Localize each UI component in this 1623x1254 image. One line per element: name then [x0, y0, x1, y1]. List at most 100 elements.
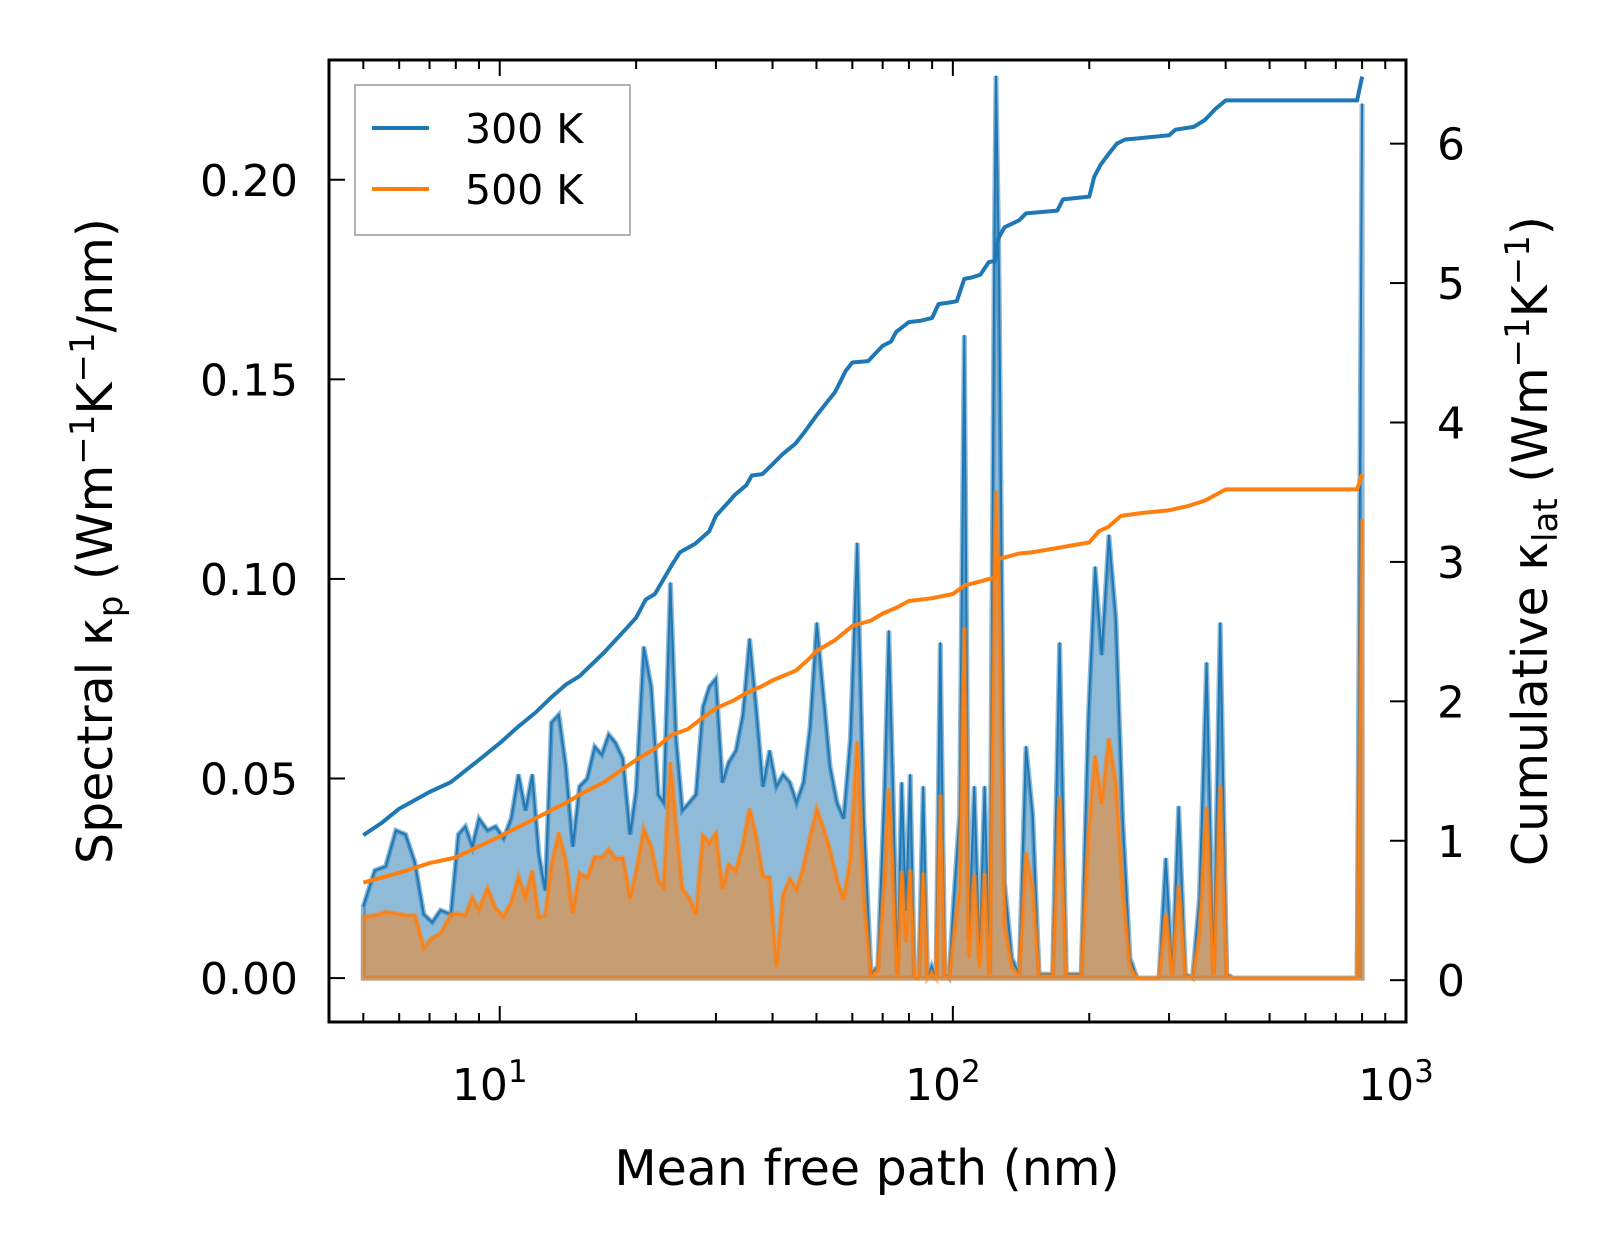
spectral-point-500k-108 [1065, 974, 1068, 977]
spectral-point-500k-104 [1038, 974, 1040, 977]
ylabel-right-sup2: −1 [1498, 235, 1538, 285]
legend: 300 K 500 K [354, 84, 631, 236]
spectral-point-300k-94 [983, 785, 986, 788]
spectral-point-500k-103 [1031, 888, 1034, 890]
spectral-point-300k-43 [688, 801, 691, 804]
spectral-point-300k-57 [782, 773, 784, 776]
spectral-point-300k-15 [494, 825, 497, 828]
spectral-point-500k-37 [650, 846, 653, 848]
spectral-point-300k-47 [715, 677, 717, 680]
spectral-point-300k-102 [1025, 745, 1027, 748]
spectral-point-500k-48 [721, 887, 724, 890]
spectral-point-500k-73 [888, 788, 890, 790]
spectral-point-300k-62 [816, 622, 818, 624]
ylabel-right-sub: lat [1526, 498, 1566, 542]
spectral-point-500k-56 [775, 966, 778, 968]
spectral-point-500k-28 [586, 877, 588, 879]
ylabel-left-sup1: −1 [63, 415, 103, 465]
spectral-point-300k-69 [863, 817, 865, 820]
cumulative-series-layer [362, 76, 1365, 885]
spectral-point-300k-48 [721, 781, 724, 784]
spectral-point-300k-0 [362, 905, 365, 907]
y-right-tick-label-2: 2 [1437, 677, 1465, 728]
spectral-point-500k-29 [593, 856, 596, 858]
spectral-series-layer [360, 75, 1365, 985]
spectral-point-300k-14 [486, 829, 489, 832]
cumulative-line-500k [362, 473, 1365, 885]
ylabel-right-base: Cumulative κ [1502, 542, 1559, 866]
spectral-point-300k-103 [1031, 813, 1034, 816]
spectral-point-300k-8 [439, 909, 442, 911]
y-right-tick-label-3: 3 [1437, 538, 1465, 589]
spectral-point-300k-96 [993, 238, 996, 241]
spectral-point-300k-65 [836, 801, 838, 804]
spectral-point-300k-39 [662, 801, 665, 804]
spectral-point-300k-27 [578, 785, 581, 788]
spectral-point-500k-84 [935, 977, 937, 979]
spectral-point-300k-31 [607, 733, 610, 736]
spectral-point-300k-116 [1121, 817, 1124, 820]
spectral-point-300k-134 [1361, 103, 1363, 105]
spectral-point-500k-6 [423, 947, 425, 949]
spectral-point-500k-122 [1165, 912, 1167, 915]
spectral-point-500k-86 [944, 974, 946, 977]
y-right-tick-label-4: 4 [1437, 398, 1465, 449]
spectral-point-500k-42 [681, 888, 684, 890]
spectral-point-300k-10 [457, 833, 460, 836]
spectral-point-500k-58 [789, 878, 791, 880]
spectral-point-500k-131 [1225, 974, 1228, 977]
spectral-point-300k-28 [586, 777, 588, 780]
spectral-point-500k-64 [829, 849, 831, 852]
spectral-point-500k-51 [742, 844, 744, 846]
spectral-point-500k-120 [1151, 977, 1153, 979]
spectral-point-500k-32 [614, 857, 617, 860]
spectral-point-500k-85 [939, 794, 942, 796]
spectral-point-300k-6 [423, 913, 425, 915]
ylabel-left-unit-close: /nm) [67, 218, 124, 332]
x-tick-label-exponent: 3 [1414, 1054, 1434, 1090]
spectral-point-500k-61 [809, 836, 811, 838]
spectral-point-500k-44 [695, 913, 697, 915]
spectral-point-300k-51 [742, 713, 744, 716]
tick-marks [329, 60, 1407, 1022]
spectral-point-500k-116 [1121, 891, 1124, 893]
ylabel-left-sup2: −1 [63, 332, 103, 382]
spectral-point-300k-54 [762, 785, 764, 788]
spectral-point-500k-18 [517, 876, 520, 878]
spectral-point-300k-24 [558, 713, 560, 716]
spectral-point-300k-49 [727, 761, 730, 764]
spectral-point-300k-40 [669, 582, 672, 584]
spectral-point-300k-60 [802, 781, 805, 784]
spectral-point-500k-94 [983, 872, 986, 874]
ylabel-left-unit-open: (Wm [67, 465, 124, 596]
spectral-point-500k-83 [930, 972, 933, 974]
spectral-point-500k-79 [913, 977, 916, 979]
y-axis-right-title: Cumulative κlat (Wm−1K−1) [1498, 216, 1566, 866]
spectral-point-500k-114 [1108, 737, 1110, 740]
spectral-point-500k-69 [863, 898, 865, 900]
spectral-point-500k-123 [1171, 974, 1174, 977]
spectral-point-300k-74 [892, 789, 894, 792]
spectral-point-500k-78 [909, 869, 911, 871]
y-right-tick-label-6: 6 [1437, 120, 1465, 171]
spectral-point-500k-72 [883, 879, 886, 882]
spectral-point-300k-67 [849, 737, 852, 740]
spectral-point-300k-36 [643, 646, 645, 648]
spectral-point-300k-32 [614, 741, 617, 744]
spectral-point-300k-113 [1100, 654, 1103, 656]
spectral-point-500k-10 [457, 913, 460, 915]
spectral-point-500k-81 [922, 871, 924, 874]
spectral-point-500k-4 [404, 914, 407, 917]
spectral-point-500k-26 [572, 912, 574, 915]
spectral-point-500k-50 [735, 869, 737, 872]
spectral-point-300k-68 [856, 542, 858, 544]
x-tick-label-base: 10 [905, 1060, 961, 1111]
spectral-point-300k-2 [384, 865, 387, 868]
legend-label-300k: 300 K [465, 105, 584, 153]
spectral-point-300k-111 [1087, 717, 1090, 720]
spectral-point-500k-24 [558, 832, 560, 834]
spectral-point-300k-53 [755, 705, 757, 708]
spectral-point-500k-128 [1205, 806, 1208, 809]
spectral-point-300k-124 [1177, 805, 1180, 808]
